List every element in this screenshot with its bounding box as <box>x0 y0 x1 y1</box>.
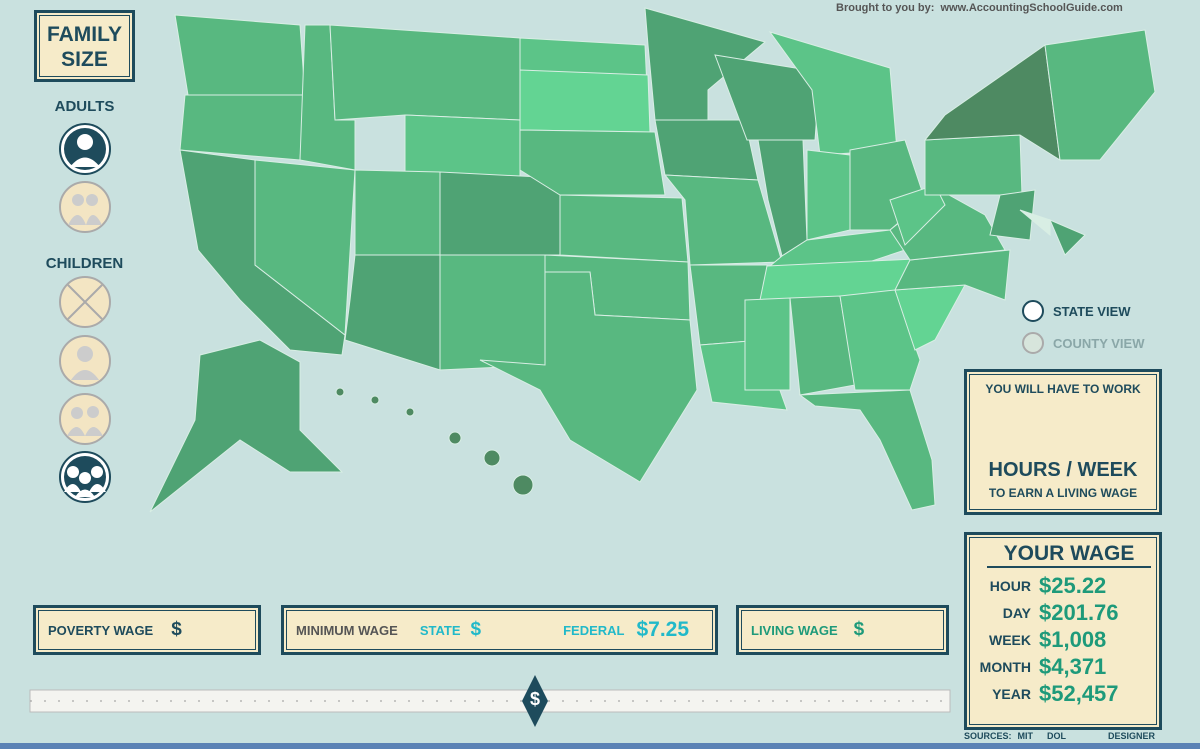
children-three[interactable] <box>59 451 111 503</box>
state-shape[interactable] <box>989 189 1036 241</box>
wage-amount: $201.76 <box>1039 599 1119 625</box>
minimum-wage-box: MINIMUM WAGE STATE $ FEDERAL $7.25 <box>281 605 718 655</box>
wage-period: MONTH <box>979 658 1031 675</box>
federal-label: FEDERAL <box>563 622 625 638</box>
state-shape[interactable] <box>839 289 921 391</box>
wage-row: MONTH $4,371 <box>967 653 1159 680</box>
state-shape[interactable] <box>179 94 306 161</box>
hawaii-island[interactable] <box>335 387 345 397</box>
source-link[interactable]: MIT <box>1017 731 1034 741</box>
state-shape[interactable] <box>559 194 689 263</box>
county-view-label: COUNTY VIEW <box>1053 335 1145 351</box>
state-shape[interactable] <box>744 297 791 391</box>
children-two[interactable] <box>59 393 111 445</box>
wage-period: DAY <box>1002 604 1031 621</box>
your-wage-title: YOUR WAGE <box>987 542 1151 568</box>
state-shape[interactable] <box>174 14 306 96</box>
wage-row: HOUR $25.22 <box>967 572 1159 599</box>
federal-value: $7.25 <box>636 618 690 641</box>
state-view-label: STATE VIEW <box>1053 303 1131 319</box>
state-shape[interactable] <box>798 389 936 511</box>
children-none[interactable] <box>59 276 111 328</box>
hours-outro: TO EARN A LIVING WAGE <box>988 486 1138 500</box>
state-shape[interactable] <box>479 271 698 483</box>
state-shape[interactable] <box>149 339 344 513</box>
county-view-option[interactable]: COUNTY VIEW <box>1022 332 1145 354</box>
state-shape[interactable] <box>439 171 561 256</box>
state-shape[interactable] <box>344 254 441 371</box>
source-link[interactable]: DESIGNER <box>1108 731 1156 741</box>
state-currency: $ <box>470 619 482 640</box>
wage-row: WEEK $1,008 <box>967 626 1159 653</box>
living-currency: $ <box>853 619 865 640</box>
poverty-wage-box: POVERTY WAGE $ <box>33 605 261 655</box>
children-label: CHILDREN <box>45 255 124 272</box>
state-shape[interactable] <box>1044 29 1156 161</box>
slider-track <box>29 675 951 727</box>
state-shape[interactable] <box>439 254 546 371</box>
wage-amount: $25.22 <box>1039 572 1107 598</box>
hours-unit: HOURS / WEEK <box>988 459 1138 481</box>
hours-intro: YOU WILL HAVE TO WORK <box>985 382 1141 396</box>
living-wage-label: LIVING WAGE <box>751 622 838 638</box>
state-shape[interactable] <box>924 134 1023 196</box>
family-size-box: FAMILY SIZE <box>34 10 135 82</box>
sources-label: SOURCES: <box>964 731 1012 741</box>
family-icons <box>59 123 111 503</box>
family-size-title: FAMILY <box>46 23 123 46</box>
poverty-wage-label: POVERTY WAGE <box>48 622 154 638</box>
wage-amount: $52,457 <box>1039 680 1119 706</box>
bottom-bar <box>0 743 1200 749</box>
state-shape[interactable] <box>254 159 356 336</box>
state-shape[interactable] <box>663 174 783 266</box>
slider-handle[interactable]: $ <box>529 689 540 709</box>
children-one[interactable] <box>59 335 111 387</box>
state-shape[interactable] <box>889 184 946 246</box>
state-shape[interactable] <box>329 24 521 121</box>
wage-period: HOUR <box>989 577 1031 594</box>
state-label: STATE <box>419 622 461 638</box>
credit-text: Brought to you by: <box>836 2 935 14</box>
adult-one[interactable] <box>59 123 111 175</box>
hawaii-island[interactable] <box>448 431 462 445</box>
your-wage-panel: YOUR WAGE HOUR $25.22 DAY $201.76 WEEK $1,008… <box>964 532 1162 730</box>
minimum-wage-label: MINIMUM WAGE <box>296 622 398 638</box>
source-link[interactable]: DOL <box>1047 731 1067 741</box>
state-shape[interactable] <box>1019 209 1051 237</box>
wage-period: WEEK <box>989 631 1031 648</box>
hawaii-island[interactable] <box>405 407 415 417</box>
living-wage-box: LIVING WAGE $ <box>736 605 949 655</box>
view-toggle: STATE VIEW COUNTY VIEW <box>1022 300 1145 354</box>
wage-amount: $4,371 <box>1039 653 1107 679</box>
state-shape[interactable] <box>923 44 1061 161</box>
state-shape[interactable] <box>354 169 441 256</box>
wage-row: YEAR $52,457 <box>967 680 1159 707</box>
adult-two[interactable] <box>59 181 111 233</box>
wage-period: YEAR <box>992 685 1031 702</box>
credit: Brought to you by: www.AccountingSchoolG… <box>836 2 1123 14</box>
credit-url[interactable]: www.AccountingSchoolGuide.com <box>940 2 1123 14</box>
family-size-title: SIZE <box>61 48 108 71</box>
state-shape[interactable] <box>806 149 851 241</box>
wage-amount: $1,008 <box>1039 626 1107 652</box>
adults-label: ADULTS <box>54 98 115 115</box>
state-view-option[interactable]: STATE VIEW <box>1022 300 1145 322</box>
hours-panel: YOU WILL HAVE TO WORK HOURS / WEEK TO EA… <box>964 369 1162 515</box>
state-shape[interactable] <box>714 54 821 141</box>
wage-row: DAY $201.76 <box>967 599 1159 626</box>
state-shape[interactable] <box>1049 219 1086 256</box>
hawaii-island[interactable] <box>370 395 380 405</box>
poverty-currency: $ <box>171 619 182 640</box>
state-shape[interactable] <box>519 69 651 133</box>
sources: SOURCES: MIT DOL DESIGNER <box>964 731 1155 741</box>
state-shape[interactable] <box>519 129 666 196</box>
hawaii-island[interactable] <box>512 474 534 496</box>
hawaii-island[interactable] <box>483 449 501 467</box>
